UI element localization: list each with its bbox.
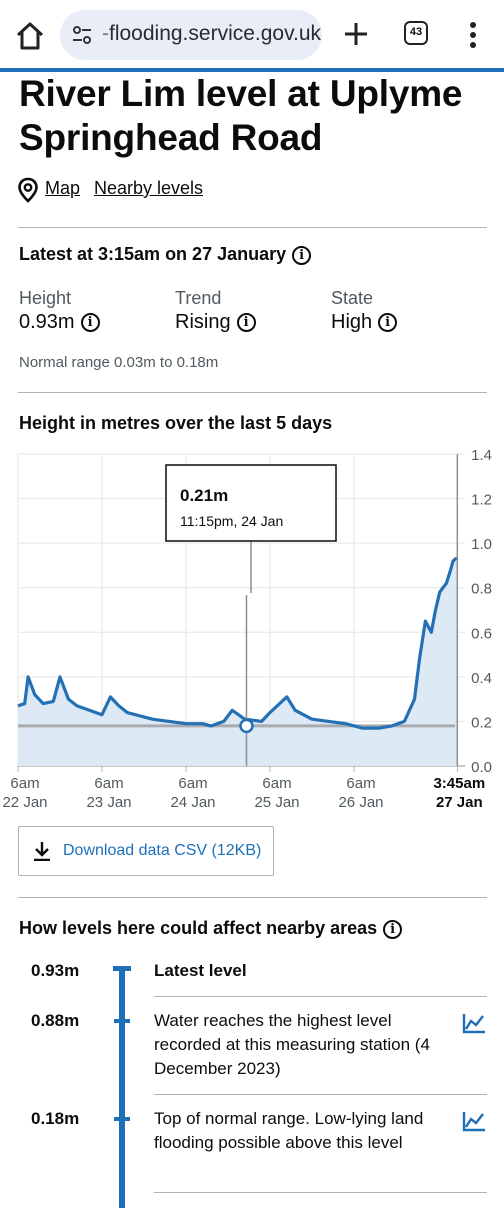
chart-heading: Height in metres over the last 5 days: [19, 413, 333, 433]
divider: [18, 392, 487, 393]
y-tick-label: 0.2: [471, 714, 492, 731]
x-tick-day: 24 Jan: [170, 794, 215, 811]
state-label: State: [331, 288, 374, 308]
trend-label: Trend: [175, 288, 222, 308]
info-icon[interactable]: i: [378, 313, 398, 333]
level-area: [18, 558, 458, 766]
levels-timeline-cap: [113, 966, 131, 971]
timeline-tick: [114, 1019, 130, 1023]
plus-icon[interactable]: [342, 20, 370, 48]
trend-value: Rising i: [175, 311, 256, 334]
tooltip-time: 11:15pm, 24 Jan: [180, 513, 283, 529]
tooltip-value: 0.21m: [180, 486, 228, 505]
x-tick-hour: 6am: [346, 775, 375, 792]
download-label: Download data CSV (12KB): [63, 842, 262, 859]
header-accent-bar: [0, 68, 504, 72]
latest-heading: Latest at 3:15am on 27 January i: [19, 244, 312, 265]
y-tick-label: 1.0: [471, 536, 492, 553]
height-label: Height: [19, 288, 72, 308]
level-description: Top of normal range. Low-lying land floo…: [154, 1109, 424, 1152]
level-description: Water reaches the highest level recorded…: [154, 1011, 430, 1078]
tooltip-point[interactable]: [239, 718, 254, 734]
x-tick-hour: 6am: [10, 775, 39, 792]
y-tick-label: 1.4: [471, 447, 492, 464]
map-pin-icon: [18, 177, 38, 203]
river-level-chart[interactable]: 1.4 1.2 1.0 0.8 0.6 0.4 0.2 0.0 6am 22 Jan 6am 23 …: [0, 440, 504, 820]
level-description: Latest level: [154, 961, 247, 980]
download-icon: [34, 842, 50, 861]
levels-timeline-bar: [119, 968, 125, 1208]
browser-toolbar: -flooding.service.gov.uk 43: [0, 0, 504, 70]
divider: [154, 1192, 487, 1193]
x-tick-hour: 6am: [178, 775, 207, 792]
y-tick-label: 0.0: [471, 759, 492, 776]
x-tick-day: 27 Jan: [436, 794, 483, 811]
x-tick-hour: 6am: [94, 775, 123, 792]
divider: [154, 996, 487, 997]
chart-trend-icon[interactable]: [462, 1110, 486, 1132]
map-link[interactable]: Map: [45, 178, 81, 198]
nearby-levels-link[interactable]: Nearby levels: [94, 178, 204, 198]
level-value: 0.18m: [31, 1109, 80, 1128]
state-value: High i: [331, 311, 398, 334]
timeline-tick: [114, 1117, 130, 1121]
level-value: 0.93m: [31, 961, 80, 980]
level-value: 0.88m: [31, 1011, 80, 1030]
x-tick-hour: 3:45am: [433, 775, 485, 792]
address-bar[interactable]: -flooding.service.gov.uk: [60, 10, 322, 60]
height-value: 0.93m i: [19, 311, 100, 334]
x-tick-day: 23 Jan: [86, 794, 131, 811]
level-line: [17, 557, 458, 730]
divider: [18, 227, 487, 228]
url-text: -flooding.service.gov.uk: [102, 22, 322, 45]
x-tick-day: 22 Jan: [2, 794, 47, 811]
divider: [154, 1094, 487, 1095]
page-title: River Lim level at Uplyme Springhead Roa…: [19, 73, 463, 158]
normal-range: Normal range 0.03m to 0.18m: [19, 354, 219, 371]
divider: [18, 897, 487, 898]
info-icon[interactable]: i: [292, 245, 312, 265]
chart-trend-icon[interactable]: [462, 1012, 486, 1034]
tooltip: 0.21m 11:15pm, 24 Jan: [165, 464, 337, 542]
info-icon[interactable]: i: [383, 919, 403, 939]
y-tick-label: 0.4: [471, 670, 492, 687]
x-tick-hour: 6am: [262, 775, 291, 792]
y-tick-label: 0.8: [471, 581, 492, 598]
x-tick-day: 26 Jan: [338, 794, 383, 811]
y-tick-label: 1.2: [471, 492, 492, 509]
y-tick-label: 0.6: [471, 625, 492, 642]
info-icon[interactable]: i: [236, 313, 256, 333]
tabs-icon[interactable]: 43: [404, 21, 428, 45]
more-vert-icon[interactable]: [470, 22, 476, 48]
levels-heading: How levels here could affect nearby area…: [19, 918, 403, 939]
download-csv-button[interactable]: Download data CSV (12KB): [18, 826, 274, 876]
x-tick-day: 25 Jan: [254, 794, 299, 811]
home-icon[interactable]: [14, 20, 46, 52]
info-icon[interactable]: i: [80, 313, 100, 333]
tune-icon[interactable]: [70, 23, 94, 47]
